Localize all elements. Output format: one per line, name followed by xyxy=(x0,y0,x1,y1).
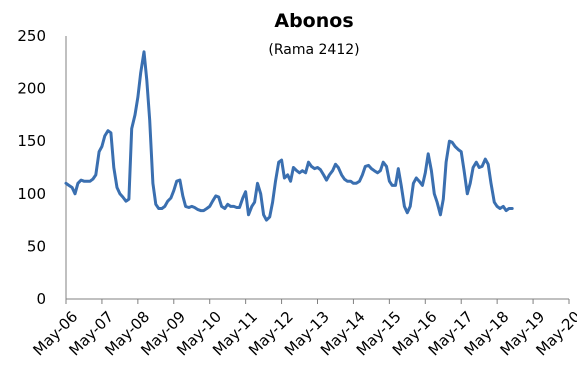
y-axis-tick-labels: 0 50 100 150 200 250 xyxy=(17,27,46,308)
chart-subtitle: (Rama 2412) xyxy=(268,42,359,58)
y-tick-label: 250 xyxy=(17,27,46,45)
series-line xyxy=(64,50,514,222)
chart-title: Abonos xyxy=(274,10,353,32)
x-axis-tick-marks xyxy=(65,299,570,304)
y-tick-label: 0 xyxy=(36,290,46,308)
y-tick-label: 200 xyxy=(17,80,46,98)
x-axis-tick-labels: May-06May-07May-08May-09May-10May-11May-… xyxy=(30,308,577,360)
y-tick-label: 150 xyxy=(17,132,46,150)
y-tick-label: 100 xyxy=(17,185,46,203)
y-tick-label: 50 xyxy=(27,237,46,255)
